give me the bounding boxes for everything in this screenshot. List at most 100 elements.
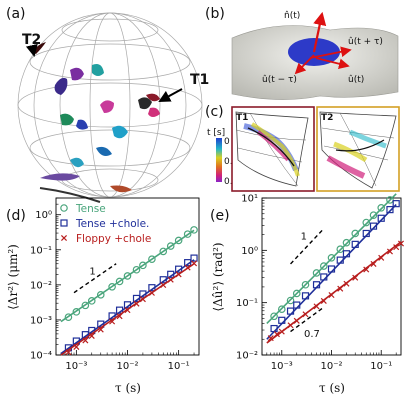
t2-arrow <box>25 43 38 57</box>
data-point <box>277 305 286 314</box>
data-point <box>273 331 280 338</box>
data-point <box>312 281 321 289</box>
u-plus-arrow <box>309 46 352 59</box>
data-point <box>393 244 400 251</box>
x-tick-label: 10⁻¹ <box>168 361 190 372</box>
slope-guide <box>290 228 325 265</box>
data-point <box>184 259 192 267</box>
panel-a: (a) <box>6 6 209 203</box>
legend-marker <box>60 234 68 242</box>
label-u: û(t) <box>348 75 364 85</box>
data-point <box>362 229 370 238</box>
y-tick-label: 10⁰ <box>35 210 52 221</box>
data-point <box>148 255 156 263</box>
sphere-wireframe <box>17 12 203 198</box>
data-point <box>320 297 327 304</box>
inset-t1-points <box>243 122 300 177</box>
data-point <box>336 256 344 264</box>
y-tick-label: 10¹ <box>241 194 258 205</box>
data-point <box>97 326 104 333</box>
track-blob <box>54 77 68 95</box>
panel-c-label: (c) <box>205 104 224 120</box>
inset-t2-frame <box>316 106 400 192</box>
plot-e-content: 10⁻³ 10⁻² 10⁻¹ 10⁻² 10⁻¹ 10⁰ 10¹ 1 0.7 <box>236 193 405 372</box>
slope-label: 1 <box>89 266 95 277</box>
panel-b-label: (b) <box>205 6 225 22</box>
data-point <box>123 272 132 280</box>
data-point <box>116 313 123 320</box>
legend-label: Floppy +chole <box>76 233 151 245</box>
data-point <box>167 276 174 283</box>
data-point <box>108 312 116 320</box>
data-point <box>174 236 183 245</box>
data-point <box>159 276 167 284</box>
membrane-tracks <box>32 42 160 203</box>
data-point <box>319 262 328 270</box>
data-point <box>160 281 167 289</box>
inset-t1-title: T1 <box>236 113 248 123</box>
data-point <box>73 343 80 350</box>
data-point <box>351 240 359 248</box>
data-point <box>327 253 336 262</box>
legend-label: Tense <box>75 203 106 215</box>
fit-line <box>266 193 397 325</box>
inset-t1-patch <box>235 111 309 187</box>
slope-guide <box>73 263 117 294</box>
panel-d-label: (d) <box>6 208 26 224</box>
data-point <box>293 317 300 324</box>
x-tick-label: 10⁻² <box>320 361 342 372</box>
y-tick-label: 10⁻² <box>30 280 52 291</box>
track-blob <box>39 187 101 203</box>
data-point <box>392 200 400 208</box>
data-point <box>386 206 394 214</box>
data-point <box>313 303 320 310</box>
data-point <box>301 280 310 289</box>
legend-marker <box>60 219 68 227</box>
x-tick-label: 10⁻³ <box>271 361 293 372</box>
panel-d: (d) 10⁻³ 10⁻² 10⁻¹ 10⁻⁴ 10⁻³ 10⁻² 10⁻¹ 10⁰ Tense… <box>6 197 200 395</box>
plot-e-ylabel: ⟨Δû²⟩ (rad²) <box>211 242 225 311</box>
track-label-t2: T2 <box>22 32 41 48</box>
panel-a-label: (a) <box>6 6 26 22</box>
panel-e-label: (e) <box>210 208 230 224</box>
data-point <box>175 271 182 278</box>
data-point <box>337 285 344 292</box>
y-tick-label: 10⁻³ <box>30 315 52 326</box>
legend-marker <box>60 204 68 212</box>
data-point <box>191 260 198 267</box>
colorbar <box>216 138 222 182</box>
colorbar-tick: 0.5 <box>224 177 238 187</box>
data-point <box>342 238 351 247</box>
colorbar-tick: 0 <box>224 137 230 147</box>
data-point <box>377 203 386 212</box>
data-point <box>362 218 371 227</box>
data-point <box>287 322 294 329</box>
data-point <box>292 289 301 298</box>
data-point <box>278 316 286 324</box>
slope-label: 1 <box>301 232 307 243</box>
data-point <box>88 332 95 339</box>
track-blob <box>100 100 114 113</box>
data-point <box>386 248 393 255</box>
slope-label: 0.7 <box>304 329 320 340</box>
track-blob <box>148 107 160 117</box>
normal-arrow <box>312 11 327 53</box>
track-label-t1: T1 <box>190 72 209 88</box>
data-point <box>301 292 310 300</box>
y-tick-label: 10⁻⁴ <box>30 351 52 362</box>
data-point <box>293 301 301 309</box>
y-tick-label: 10⁻¹ <box>30 245 52 256</box>
data-point <box>351 229 360 238</box>
track-blob <box>40 173 80 181</box>
track-blob <box>146 93 160 102</box>
data-point <box>270 312 278 321</box>
data-point <box>363 266 370 273</box>
data-point <box>132 265 141 274</box>
data-point <box>286 307 295 315</box>
panel-b: (b) n̂(t) û(t + τ) û(t − τ) û(t) <box>205 6 399 100</box>
data-point <box>96 291 105 299</box>
track-blob <box>70 67 84 81</box>
data-point <box>115 306 124 314</box>
data-point <box>109 318 116 325</box>
